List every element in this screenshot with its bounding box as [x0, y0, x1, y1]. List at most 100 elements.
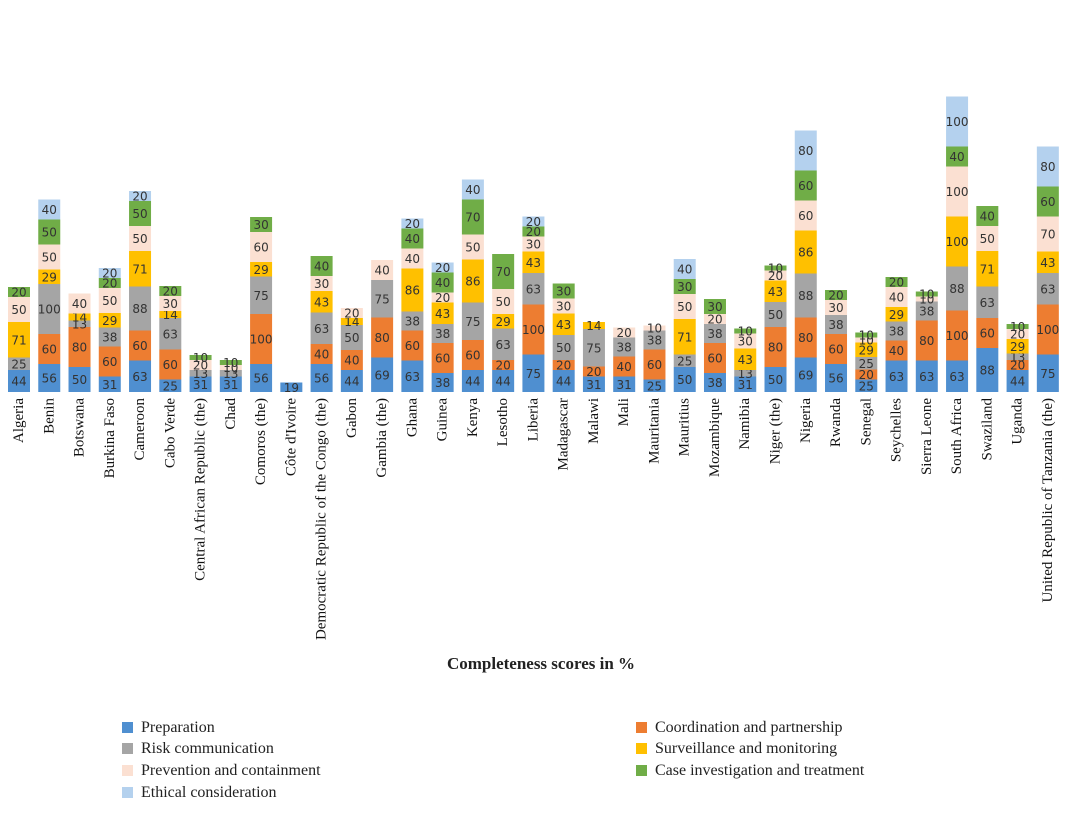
bar-segment	[492, 370, 515, 392]
data-label: 44	[11, 375, 26, 389]
bar-segment	[794, 130, 817, 171]
bar-segment	[68, 313, 91, 321]
category-label: Uganda	[1010, 398, 1026, 445]
legend-entry: Coordination and partnership	[655, 719, 843, 736]
data-label: 20	[1010, 359, 1025, 373]
bar-segment	[825, 315, 848, 334]
bar-segment	[1036, 251, 1059, 273]
bar-segment	[794, 317, 817, 358]
data-label: 60	[828, 343, 843, 357]
bar-segment	[68, 293, 91, 314]
bar-segment	[1036, 304, 1059, 355]
bar-segment	[98, 268, 121, 278]
bar-segment	[794, 170, 817, 201]
bar-segment	[1006, 339, 1029, 354]
bar-segment	[8, 297, 30, 322]
legend-swatch	[122, 787, 133, 798]
data-label: 43	[435, 307, 450, 321]
data-label: 60	[102, 355, 117, 369]
bar-segment	[189, 370, 212, 377]
bar-segment	[431, 262, 454, 273]
bar-segment	[371, 260, 394, 280]
bar-segment	[522, 273, 545, 305]
data-label: 43	[1040, 256, 1055, 270]
data-label: 25	[859, 379, 874, 393]
data-label: 20	[163, 285, 178, 299]
bar-segment	[219, 360, 242, 365]
bar-segment	[703, 324, 726, 343]
data-label: 86	[465, 275, 480, 289]
bar-segment	[643, 379, 666, 392]
category-label: Central African Republic (the)	[193, 398, 209, 581]
bar-segment	[431, 292, 454, 303]
data-label: 44	[496, 375, 511, 389]
bar-segment	[825, 364, 848, 392]
legend-entry: Ethical consideration	[141, 784, 277, 801]
data-label: 20	[193, 359, 208, 373]
data-label: 63	[163, 327, 178, 341]
bar-segment	[159, 349, 182, 380]
bar-segment	[310, 312, 333, 344]
bar-segment	[461, 340, 484, 370]
data-label: 40	[949, 150, 964, 164]
data-label: 50	[132, 232, 147, 246]
bar-segment	[98, 278, 121, 288]
bar-segment	[492, 360, 515, 370]
data-label: 71	[980, 262, 995, 276]
data-label: 20	[768, 269, 783, 283]
data-label: 63	[496, 338, 511, 352]
data-label: 100	[946, 115, 969, 129]
category-label: Botswana	[72, 398, 88, 458]
bar-segment	[946, 310, 969, 361]
bar-segment	[8, 287, 30, 297]
data-label: 56	[42, 372, 57, 386]
data-label: 88	[798, 289, 813, 303]
category-label: South Africa	[949, 398, 965, 475]
legend-entry: Risk communication	[141, 740, 274, 757]
data-label: 31	[193, 378, 208, 392]
category-label: Mauritius	[677, 398, 693, 456]
data-label: 88	[132, 302, 147, 316]
bar-segment	[310, 364, 333, 392]
bar-segment	[1006, 353, 1029, 360]
bar-segment	[946, 96, 969, 147]
bar-segment	[915, 296, 938, 302]
bar-segment	[976, 286, 999, 318]
data-label: 10	[919, 288, 934, 302]
data-label: 80	[72, 341, 87, 355]
bar-segment	[250, 262, 273, 277]
bar-segment	[552, 313, 575, 335]
bar-segment	[461, 234, 484, 260]
bar-segment	[401, 228, 424, 249]
data-label: 40	[314, 348, 329, 362]
data-label: 80	[374, 331, 389, 345]
data-label: 43	[526, 256, 541, 270]
bar-segment	[673, 367, 696, 392]
bar-segment	[250, 217, 273, 232]
data-label: 25	[11, 357, 26, 371]
data-label: 60	[798, 179, 813, 193]
bar-segment	[250, 232, 273, 262]
data-label: 30	[526, 238, 541, 252]
data-label: 60	[435, 352, 450, 366]
data-label: 25	[677, 354, 692, 368]
bar-segment	[885, 340, 908, 361]
bar-segment	[522, 236, 545, 252]
data-label: 50	[42, 226, 57, 240]
bar-segment	[431, 373, 454, 392]
data-label: 20	[617, 326, 632, 340]
data-label: 80	[798, 144, 813, 158]
bar-segment	[189, 355, 212, 360]
data-label: 30	[253, 218, 268, 232]
bar-segment	[643, 330, 666, 350]
bar-segment	[855, 332, 878, 338]
data-label: 29	[42, 270, 57, 284]
data-label: 20	[556, 359, 571, 373]
bar-segment	[401, 268, 424, 312]
bar-segment	[38, 219, 61, 245]
bar-segment	[885, 321, 908, 341]
data-label: 60	[647, 358, 662, 372]
bar-segment	[310, 276, 333, 291]
